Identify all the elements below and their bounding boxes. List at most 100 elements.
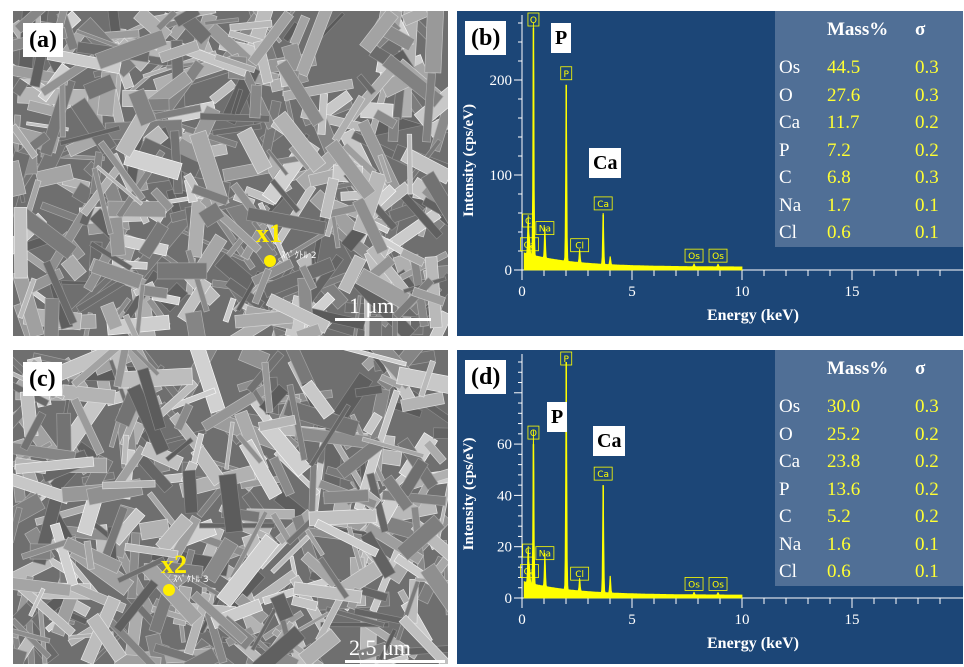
peak-tag-os: Os: [708, 577, 728, 591]
sem-texture-a: [13, 11, 448, 336]
table-cell-mass: 25.2: [827, 423, 861, 445]
crystal-plate: [13, 123, 39, 160]
crystal-plate: [184, 310, 209, 336]
crystal-plate: [90, 258, 144, 290]
crystal-plate: [158, 39, 200, 64]
crystal-plate: [124, 542, 179, 559]
table-cell-sigma: 0.1: [915, 561, 939, 582]
crystal-plate: [121, 434, 130, 465]
crystal-plate: [60, 254, 87, 282]
y-axis-label: Intensity (cps/eV): [461, 438, 477, 551]
table-cell-mass: 1.7: [827, 194, 851, 216]
table-cell-mass: 5.2: [827, 506, 851, 527]
crystal-plate: [236, 126, 273, 175]
crystal-plate: [423, 439, 447, 465]
crystal-plate: [360, 530, 396, 580]
peak-tag-cl: Cl: [570, 566, 590, 581]
crystal-plate: [249, 84, 263, 119]
crystal-plate: [421, 72, 437, 143]
crystal-plate: [377, 154, 392, 184]
crystal-plate: [197, 201, 226, 228]
crystal-plate: [295, 323, 323, 336]
x-axis-label: Energy (keV): [707, 635, 799, 652]
peak-tag-p: P: [560, 66, 573, 81]
crystal-plate: [332, 372, 374, 422]
eds-spectrum-chart-b: 0 5 10 15 0 100 200 Energy (keV) Intensity (cps/…: [461, 12, 963, 324]
crystal-plate: [269, 455, 295, 497]
spot-label-x1: x1: [256, 219, 282, 248]
peak-tag-cl: Cl: [570, 238, 590, 253]
x-tick-label: 15: [845, 284, 860, 300]
y-tick-label: 60: [497, 437, 512, 453]
crystal-plate: [379, 373, 404, 390]
crystal-plate: [13, 575, 72, 597]
y-tick-label: 200: [490, 73, 513, 89]
crystal-plate: [107, 216, 126, 257]
crystal-plate: [13, 627, 51, 644]
table-cell-sigma: 0.2: [915, 112, 939, 133]
crystal-plate: [17, 277, 37, 319]
crystal-plate: [319, 177, 340, 220]
peak-label-p-d: P: [547, 402, 568, 432]
crystal-plate: [314, 518, 380, 558]
crystal-plate: [337, 254, 367, 295]
crystal-plate: [14, 11, 48, 34]
svg-text:Na: Na: [539, 225, 551, 235]
crystal-plate: [362, 411, 383, 436]
spot-marker-x2: [163, 584, 175, 596]
crystal-plate: [398, 614, 448, 664]
y-tick-label: 100: [490, 168, 513, 184]
scale-bar-label-a: 1 μm: [349, 293, 395, 318]
table-cell-el: Ca: [779, 112, 801, 133]
sem-image-a: (a) x1 ｽﾍﾟｸﾄﾙ 2 1 μm: [13, 11, 448, 336]
table-cell-sigma: 0.2: [915, 451, 939, 472]
table-cell-mass: 30.0: [827, 396, 861, 417]
crystal-plate: [354, 384, 383, 398]
crystal-plate: [401, 11, 430, 27]
svg-text:Ca: Ca: [597, 470, 609, 480]
composition-table-b: Mass% σ Os 44.5 0.3 O 27.6 0.3 Ca 11.7 0.2 P 7.2 0.…: [775, 11, 963, 247]
crystal-plate: [94, 29, 168, 70]
table-cell-el: O: [779, 423, 793, 445]
crystal-plate: [165, 437, 194, 462]
crystal-plate: [136, 367, 167, 431]
crystal-plate: [352, 197, 389, 255]
crystal-plate: [261, 361, 274, 413]
table-cell-mass: 0.6: [827, 222, 851, 243]
crystal-plate: [406, 133, 413, 195]
crystal-plate: [113, 579, 159, 633]
crystal-plate: [83, 73, 117, 101]
crystal-plate: [97, 140, 146, 202]
crystal-plate: [86, 612, 127, 663]
table-cell-mass: 0.6: [827, 561, 851, 582]
crystal-plate: [269, 592, 294, 623]
table-cell-sigma: 0.3: [915, 57, 939, 78]
crystal-plate: [201, 536, 239, 584]
svg-text:Na: Na: [539, 550, 551, 560]
scale-bar-c: [345, 660, 445, 663]
table-cell-el: Cl: [779, 222, 797, 243]
table-cell-el: C: [779, 167, 792, 188]
crystal-plate: [275, 59, 325, 128]
crystal-plate: [324, 138, 376, 200]
svg-text:Os: Os: [688, 252, 700, 262]
crystal-plate: [190, 590, 248, 645]
spectrum-area: [523, 371, 743, 599]
crystal-plate: [150, 187, 174, 212]
peak-tag-o: O: [527, 425, 540, 440]
table-cell-sigma: 0.2: [915, 506, 939, 527]
crystal-plate: [138, 220, 169, 259]
crystal-plate: [59, 125, 121, 147]
crystal-plate: [396, 514, 446, 561]
crystal-plate: [418, 359, 437, 398]
crystal-plate: [368, 316, 383, 336]
y-tick-label: 40: [497, 488, 512, 504]
table-cell-sigma: 0.2: [915, 139, 939, 161]
svg-text:Cl: Cl: [575, 242, 584, 252]
svg-text:Os: Os: [712, 252, 724, 262]
crystal-plate: [214, 53, 256, 74]
table-cell-sigma: 0.2: [915, 478, 939, 500]
crystal-plate: [113, 350, 131, 388]
crystal-plate: [20, 536, 77, 560]
peak-tag-ca: Ca: [520, 237, 539, 252]
